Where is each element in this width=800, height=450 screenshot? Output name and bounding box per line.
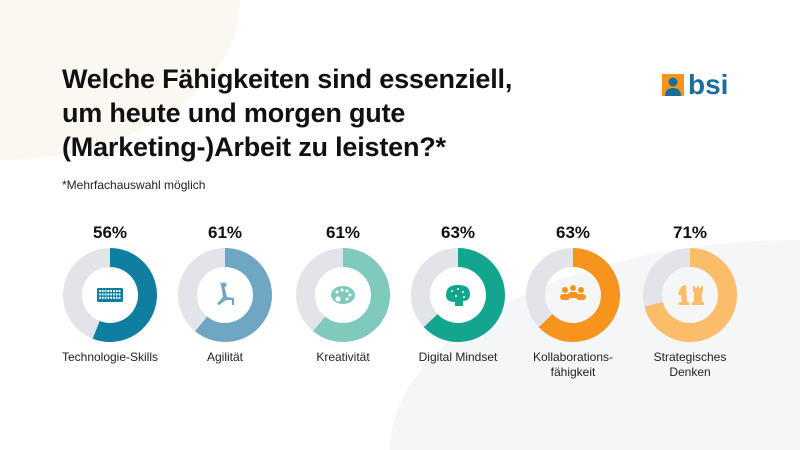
brain-network-icon [446, 285, 470, 306]
bsi-logo: bsi [662, 69, 729, 100]
subtitle: *Mehrfachauswahl möglich [62, 178, 206, 192]
donut-value-arc [195, 248, 272, 342]
value-label: 56% [93, 223, 127, 242]
donut-value-arc [538, 248, 620, 342]
donut-0: 56% Technologie-Skills [62, 223, 158, 364]
category-label: Digital Mindset [419, 350, 498, 364]
value-label: 61% [326, 223, 360, 242]
category-label: fähigkeit [551, 365, 596, 379]
logo-text: bsi [688, 69, 729, 100]
donut-3: 63% Digital Mindset [411, 223, 505, 364]
paint-palette-icon [331, 286, 355, 304]
category-label: Technologie-Skills [62, 350, 158, 364]
donut-value-arc [423, 248, 505, 342]
category-label: Kollaborations- [533, 350, 613, 364]
donut-1: 61% Agilität [178, 223, 272, 364]
donut-value-arc [92, 248, 157, 342]
chess-pieces-icon [678, 285, 704, 305]
donut-4: 63% Kollaborations-fähigkeit [526, 223, 620, 379]
yoga-pose-icon [217, 281, 234, 305]
value-label: 63% [441, 223, 475, 242]
donut-value-arc [644, 248, 737, 342]
page-title: Welche Fähigkeiten sind essenziell, um h… [62, 64, 513, 162]
category-label: Kreativität [316, 350, 370, 364]
category-label: Agilität [207, 350, 244, 364]
value-label: 61% [208, 223, 242, 242]
value-label: 71% [673, 223, 707, 242]
keyboard-icon [97, 288, 123, 302]
category-label: Strategisches [654, 350, 727, 364]
team-icon [560, 285, 586, 300]
category-label: Denken [669, 365, 710, 379]
donut-value-arc [313, 248, 390, 342]
donut-2: 61% Kreativität [296, 223, 390, 364]
person-icon [662, 74, 684, 96]
value-label: 63% [556, 223, 590, 242]
